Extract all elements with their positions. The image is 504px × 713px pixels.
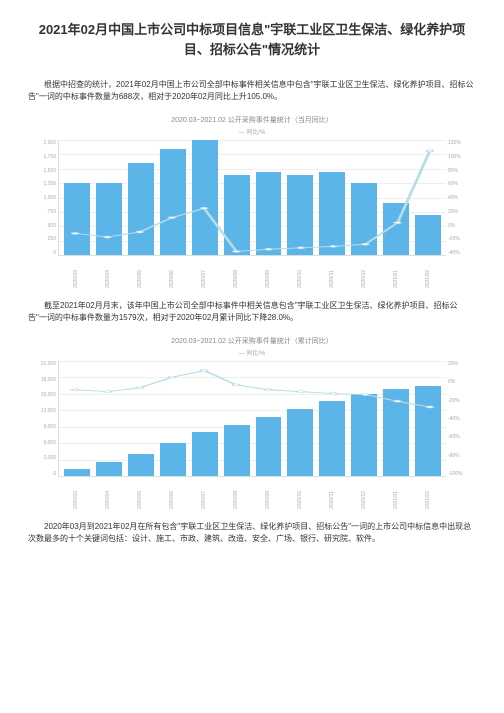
paragraph-3: 2020年03月到2021年02月在所有包含"宇联工业区卫生保洁、绿化养护项目、… <box>28 521 476 545</box>
plot-area <box>58 140 446 256</box>
paragraph-2: 截至2021年02月月末，该年中国上市公司全部中标事件中相关信息包含"宇联工业区… <box>28 300 476 324</box>
paragraph-1: 根据中招查的统计，2021年02月中国上市公司全部中标事件相关信息中包含"宇联工… <box>28 79 476 103</box>
y-axis-left: 21,00018,00015,00012,0009,0006,0003,0000 <box>36 361 56 477</box>
chart-2-title: 2020.03~2021.02 公开采购事件量统计（累计同比） <box>28 336 476 346</box>
chart-1-legend: — 同比/% <box>28 127 476 136</box>
x-axis: 2020/032020/042020/052020/062020/072020/… <box>58 487 446 493</box>
line-overlay <box>59 361 446 476</box>
line-overlay <box>59 140 446 255</box>
plot-area <box>58 361 446 477</box>
page-title: 2021年02月中国上市公司中标项目信息"宇联工业区卫生保洁、绿化养护项目、招标… <box>28 20 476 59</box>
chart-1-title: 2020.03~2021.02 公开采购事件量统计（当月同比） <box>28 115 476 125</box>
y-axis-left: 2,0001,7501,5001,2501,0007505002500 <box>36 140 56 256</box>
y-axis-right: 120%100%80%60%40%20%0%-20%-40% <box>448 140 468 256</box>
chart-2: 2020.03~2021.02 公开采购事件量统计（累计同比） — 同比/% 2… <box>28 336 476 491</box>
chart-1: 2020.03~2021.02 公开采购事件量统计（当月同比） — 同比/% 2… <box>28 115 476 270</box>
y-axis-right: 20%0%-20%-40%-60%-80%-100% <box>448 361 468 477</box>
x-axis: 2020/032020/042020/052020/062020/072020/… <box>58 266 446 272</box>
chart-2-legend: — 同比/% <box>28 348 476 357</box>
